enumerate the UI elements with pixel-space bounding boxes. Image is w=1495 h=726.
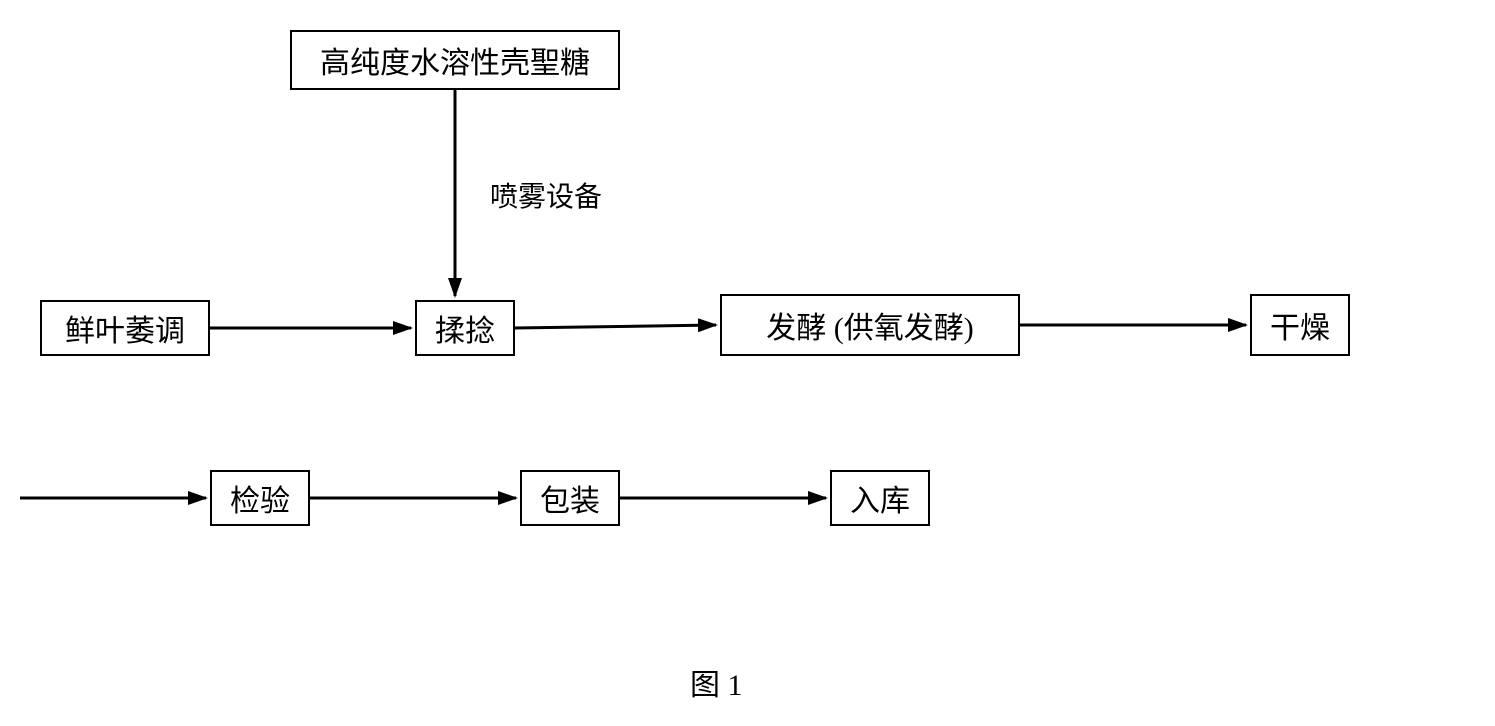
node-drying: 干燥 xyxy=(1250,294,1350,356)
node-withering: 鲜叶萎调 xyxy=(40,300,210,356)
node-packaging: 包装 xyxy=(520,470,620,526)
flowchart-arrows xyxy=(0,0,1495,726)
node-warehousing: 入库 xyxy=(830,470,930,526)
edge-label-spray-equipment: 喷雾设备 xyxy=(490,175,602,215)
node-chitosan-input: 高纯度水溶性壳聖糖 xyxy=(290,30,620,90)
node-rolling: 揉捻 xyxy=(415,300,515,356)
figure-caption: 图 1 xyxy=(690,660,743,704)
arrow-rolling-to-ferment xyxy=(515,325,716,328)
node-inspection: 检验 xyxy=(210,470,310,526)
node-fermentation: 发酵 (供氧发酵) xyxy=(720,294,1020,356)
